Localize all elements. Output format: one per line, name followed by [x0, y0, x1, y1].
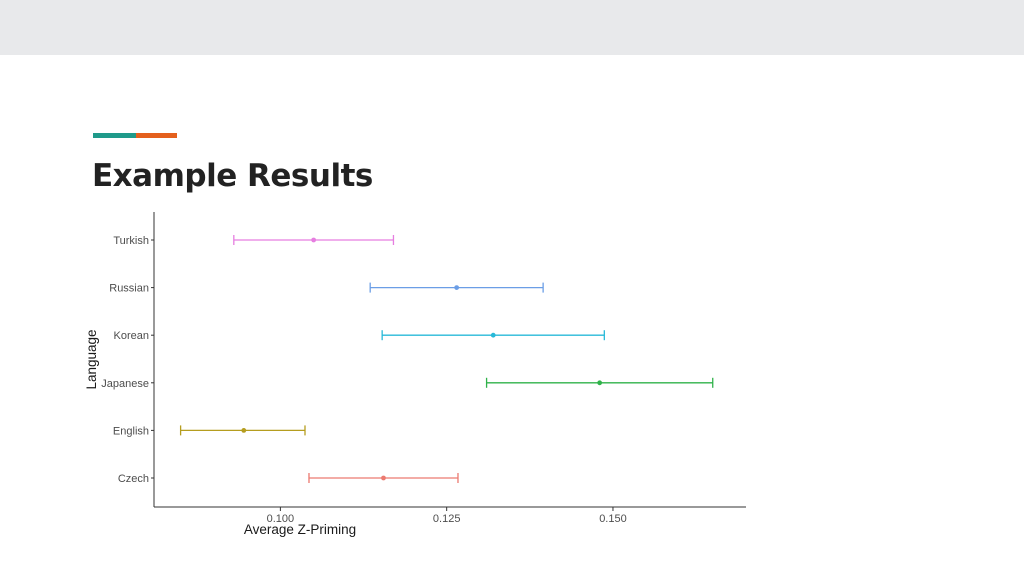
mean-point-english: [241, 428, 247, 433]
y-axis-title: Language: [84, 329, 99, 389]
x-tick-label: 0.150: [599, 513, 627, 525]
x-tick-label: 0.125: [433, 513, 461, 525]
chart-labels: 0.100 0.125 0.150 Turkish Russian Korean Japan…: [84, 235, 627, 537]
y-tick-label: English: [113, 425, 149, 437]
chart-axes: [151, 212, 746, 511]
x-axis-title: Average Z-Priming: [244, 522, 356, 537]
mean-point-turkish: [311, 237, 317, 243]
chart-marks: [179, 235, 714, 483]
y-tick-label: Czech: [118, 473, 149, 485]
mean-point-czech: [381, 475, 386, 481]
y-tick-label: Turkish: [113, 235, 149, 247]
y-tick-label: Korean: [114, 330, 149, 342]
mean-point-japanese: [597, 380, 603, 386]
mean-point-korean: [490, 332, 496, 338]
x-tick-label: 0.100: [267, 513, 295, 525]
y-tick-label: Russian: [109, 283, 149, 295]
accent-bar-orange: [136, 133, 177, 138]
slide-title: Example Results: [92, 158, 373, 194]
accent-bar-teal: [93, 133, 136, 138]
top-band: [0, 0, 1024, 55]
mean-point-russian: [454, 285, 460, 290]
y-tick-label: Japanese: [101, 378, 149, 390]
